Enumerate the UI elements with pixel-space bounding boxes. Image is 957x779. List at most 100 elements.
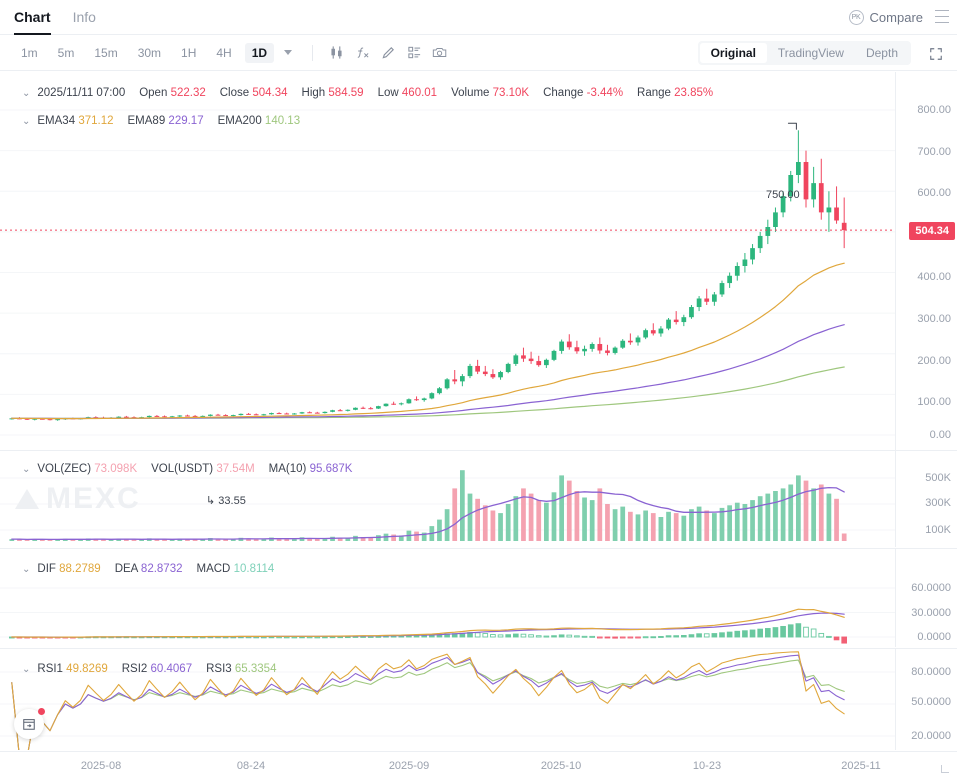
hamburger-icon[interactable] [935, 10, 949, 23]
ema34-value: 371.12 [78, 115, 114, 127]
collapse-chevron-icon[interactable]: ⌄ [22, 115, 31, 127]
collapse-chevron-icon[interactable]: ⌄ [22, 463, 31, 475]
ohlc-high-label: High [301, 87, 326, 99]
macd-legend: ⌄ DIF 88.2789 DEA 82.8732 MACD 10.8114 [22, 563, 283, 575]
header-actions: PK Compare [848, 0, 923, 35]
ohlc-open-label: Open [139, 87, 168, 99]
tab-info[interactable]: Info [72, 9, 96, 25]
price-panel[interactable]: MEXC 750.00 ↳ 33.55 800.00 700.00 600.00… [0, 72, 957, 515]
rsi2-label: RSI2 [121, 663, 148, 675]
low-price-annotation: ↳ 33.55 [206, 495, 246, 507]
rsi1-label: RSI1 [37, 663, 63, 675]
view-original[interactable]: Original [699, 43, 767, 63]
price-tick: 300.00 [917, 313, 951, 325]
view-mode-group: Original TradingView Depth [697, 41, 911, 65]
ohlc-close-label: Close [219, 87, 250, 99]
rsi3-label: RSI3 [206, 663, 232, 675]
panel-divider [0, 648, 957, 649]
ema-legend: ⌄ EMA34 371.12 EMA89 229.17 EMA200 140.1… [22, 115, 309, 127]
volume-chart-svg [0, 470, 895, 541]
macd-plot[interactable] [0, 549, 895, 647]
vol-ma-value: 95.687K [309, 463, 353, 475]
price-plot[interactable] [0, 72, 895, 450]
rsi-chart-svg [0, 651, 895, 758]
timeframe-1d[interactable]: 1D [244, 42, 275, 63]
ohlc-open-value: 522.32 [170, 87, 206, 99]
current-price-badge: 504.34 [909, 222, 955, 240]
candlestick-type-icon[interactable] [323, 41, 349, 65]
ohlc-high-value: 584.59 [328, 87, 364, 99]
panel-divider [0, 450, 957, 451]
ohlc-volume-label: Volume [451, 87, 490, 99]
fullscreen-icon[interactable] [929, 47, 943, 66]
price-axis[interactable]: 800.00 700.00 600.00 400.00 300.00 200.0… [895, 72, 957, 450]
time-tick: 2025-08 [80, 760, 122, 772]
indicator-fx-icon[interactable] [349, 41, 375, 65]
macd-tick: 30.0000 [911, 607, 951, 619]
vol-usdt-label: VOL(USDT) [151, 463, 214, 475]
date-jump-button[interactable] [14, 708, 45, 739]
panel-divider [0, 548, 957, 549]
volume-axis[interactable]: 500K 300K 100K [895, 451, 957, 547]
rsi2-value: 60.4067 [150, 663, 193, 675]
time-tick: 2025-11 [841, 760, 881, 772]
collapse-chevron-icon[interactable]: ⌄ [22, 563, 31, 575]
price-tick: 0.00 [929, 429, 951, 441]
tab-chart[interactable]: Chart [14, 0, 51, 35]
chevron-down-icon[interactable] [284, 50, 293, 55]
timeframe-4h[interactable]: 4H [216, 45, 232, 60]
macd-axis[interactable]: 60.0000 30.0000 0.0000 [895, 549, 957, 647]
volume-plot[interactable] [0, 451, 895, 547]
high-price-annotation: 750.00 [766, 189, 800, 201]
ohlc-low-value: 460.01 [401, 87, 438, 99]
timeframe-1m[interactable]: 1m [21, 45, 38, 60]
ohlc-change-value: -3.44% [586, 87, 624, 99]
ema200-label: EMA200 [217, 115, 262, 127]
volume-tick: 500K [925, 472, 951, 484]
ohlc-legend: ⌄ 2025/11/11 07:00 Open 522.32 Close 504… [22, 87, 722, 99]
ohlc-range-value: 23.85% [674, 87, 714, 99]
compare-button[interactable]: Compare [869, 10, 923, 25]
ema200-value: 140.13 [264, 115, 301, 127]
volume-legend: ⌄ VOL(ZEC) 73.098K VOL(USDT) 37.54M MA(1… [22, 463, 361, 475]
rsi-axis[interactable]: 80.0000 50.0000 20.0000 [895, 649, 957, 750]
price-tick: 700.00 [917, 146, 951, 158]
draw-pencil-icon[interactable] [375, 41, 401, 65]
timeframe-15m[interactable]: 15m [94, 45, 118, 60]
macd-panel[interactable]: 60.0000 30.0000 0.0000 [0, 549, 957, 647]
rsi3-value: 65.3354 [234, 663, 277, 675]
view-depth[interactable]: Depth [865, 46, 898, 60]
ema89-label: EMA89 [127, 115, 166, 127]
vol-zec-value: 73.098K [94, 463, 138, 475]
timeframe-30m[interactable]: 30m [137, 45, 162, 60]
rsi-plot[interactable] [0, 649, 895, 758]
screenshot-camera-icon[interactable] [427, 41, 453, 65]
dea-value: 82.8732 [140, 563, 183, 575]
time-axis[interactable]: 2025-08 08-24 2025-09 2025-10 10-23 2025… [0, 751, 957, 779]
macd-chart-svg [0, 587, 895, 644]
rsi-tick: 20.0000 [911, 730, 951, 742]
timeframe-5m[interactable]: 5m [57, 45, 75, 60]
vol-ma-label: MA(10) [268, 463, 307, 475]
pk-circle-icon: PK [848, 10, 864, 25]
price-tick: 200.00 [917, 355, 951, 367]
view-tradingview[interactable]: TradingView [777, 46, 844, 60]
rsi-panel[interactable]: 80.0000 50.0000 20.0000 [0, 649, 957, 758]
timeframe-1h[interactable]: 1H [181, 45, 197, 60]
chart-toolbar: 1m 5m 15m 30m 1H 4H 1D [0, 35, 957, 71]
rsi-tick: 50.0000 [911, 696, 951, 708]
collapse-chevron-icon[interactable]: ⌄ [22, 87, 31, 99]
layout-settings-icon[interactable] [401, 41, 427, 65]
dea-label: DEA [114, 563, 138, 575]
volume-panel[interactable]: 500K 300K 100K [0, 451, 957, 547]
resize-corner-icon[interactable] [941, 765, 949, 773]
price-chart-svg [0, 109, 895, 436]
tab-bar: Chart Info PK Compare [0, 0, 957, 35]
dif-label: DIF [37, 563, 56, 575]
collapse-chevron-icon[interactable]: ⌄ [22, 663, 31, 675]
macd-tick: 0.0000 [917, 631, 951, 643]
price-tick: 400.00 [917, 271, 951, 283]
time-tick: 10-23 [692, 760, 722, 772]
toolbar-divider [312, 44, 314, 61]
